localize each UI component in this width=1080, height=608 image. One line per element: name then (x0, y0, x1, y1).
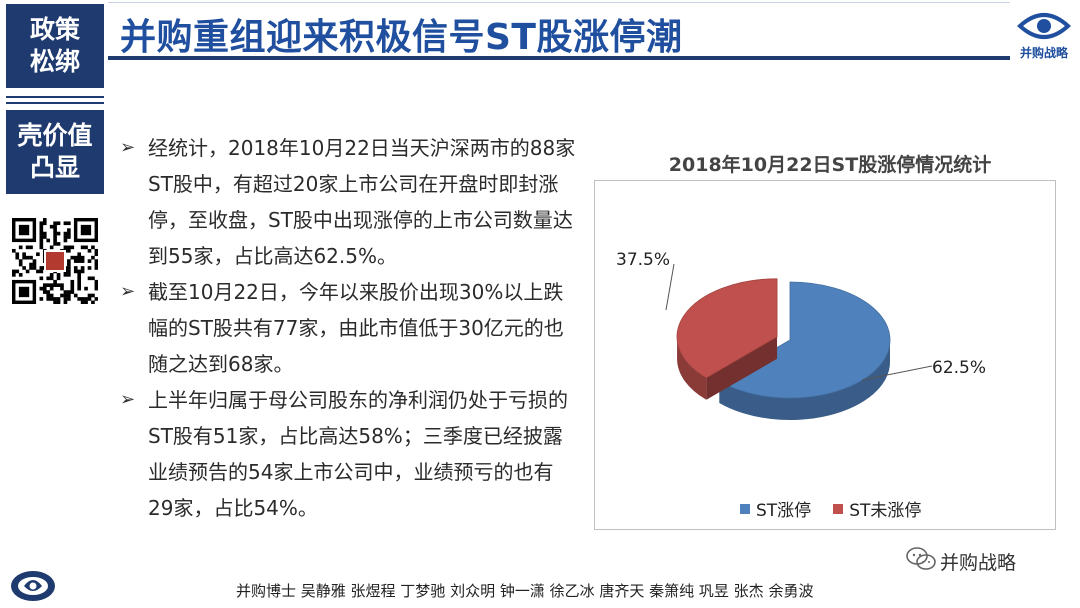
arrow-bullet-icon: ➢ (120, 137, 136, 158)
leader-line-1 (665, 263, 675, 311)
watermark-text: 并购战略 (940, 552, 1017, 574)
brand-logo-text: 并购战略 (1019, 46, 1068, 60)
header-rule (108, 56, 1010, 60)
pie-slice-top (718, 281, 891, 399)
sidebar-tag-shell-value: 壳价值 凸显 (6, 110, 104, 194)
pie-slice-1 (676, 278, 778, 400)
leader-line-0 (861, 365, 933, 381)
legend-item: ST涨停 (740, 496, 811, 521)
bullet-text: 经统计，2018年10月22日当天沪深两市的88家ST股中，有超过20家上市公司… (148, 136, 576, 268)
bullet-item: ➢ 经统计，2018年10月22日当天沪深两市的88家ST股中，有超过20家上市… (118, 130, 578, 274)
sidebar-tag-policy: 政策 松绑 (6, 4, 104, 88)
wechat-icon (906, 547, 936, 570)
legend-item: ST未涨停 (833, 496, 921, 521)
arrow-bullet-icon: ➢ (120, 389, 136, 410)
data-label-st-not-limit-up: 37.5% (616, 250, 671, 270)
bullet-item: ➢ 截至10月22日，今年以来股价出现30%以上跌幅的ST股共有77家，由此市值… (118, 274, 578, 382)
chart-legend: ST涨停 ST未涨停 (740, 496, 921, 521)
pie-slice-side (719, 340, 890, 420)
legend-label: ST涨停 (756, 501, 812, 521)
bullet-list: ➢ 经统计，2018年10月22日当天沪深两市的88家ST股中，有超过20家上市… (118, 130, 578, 526)
sidebar-divider (6, 96, 104, 98)
qr-code-icon (12, 218, 98, 304)
pie-slice-side (677, 336, 707, 400)
chart-title: 2018年10月22日ST股涨停情况统计 (668, 154, 992, 176)
pie-slice-0 (718, 281, 891, 420)
bullet-text: 截至10月22日，今年以来股价出现30%以上跌幅的ST股共有77家，由此市值低于… (148, 280, 564, 376)
legend-swatch (740, 503, 750, 514)
footer-author-list: 并购博士 吴静雅 张煜程 丁梦驰 刘众明 钟一潇 徐乙冰 唐齐天 秦箫纯 巩昱 … (236, 582, 814, 600)
company-logo-icon (11, 571, 55, 601)
bullet-text: 上半年归属于母公司股东的净利润仍处于亏损的ST股有51家，占比高达58%；三季度… (148, 388, 568, 520)
legend-swatch (833, 503, 844, 514)
bullet-item: ➢ 上半年归属于母公司股东的净利润仍处于亏损的ST股有51家，占比高达58%；三… (118, 382, 578, 526)
pie-slice-top (676, 278, 778, 379)
arrow-bullet-icon: ➢ (120, 281, 136, 302)
header-top-rule (108, 2, 1010, 3)
sidebar-divider (6, 102, 104, 104)
page-title: 并购重组迎来积极信号ST股涨停潮 (120, 17, 683, 58)
pie-chart (665, 263, 933, 420)
legend-label: ST未涨停 (849, 501, 922, 521)
data-label-st-limit-up: 62.5% (932, 358, 987, 378)
eye-logo-icon (1017, 13, 1071, 39)
pie-slice-face (706, 336, 778, 400)
